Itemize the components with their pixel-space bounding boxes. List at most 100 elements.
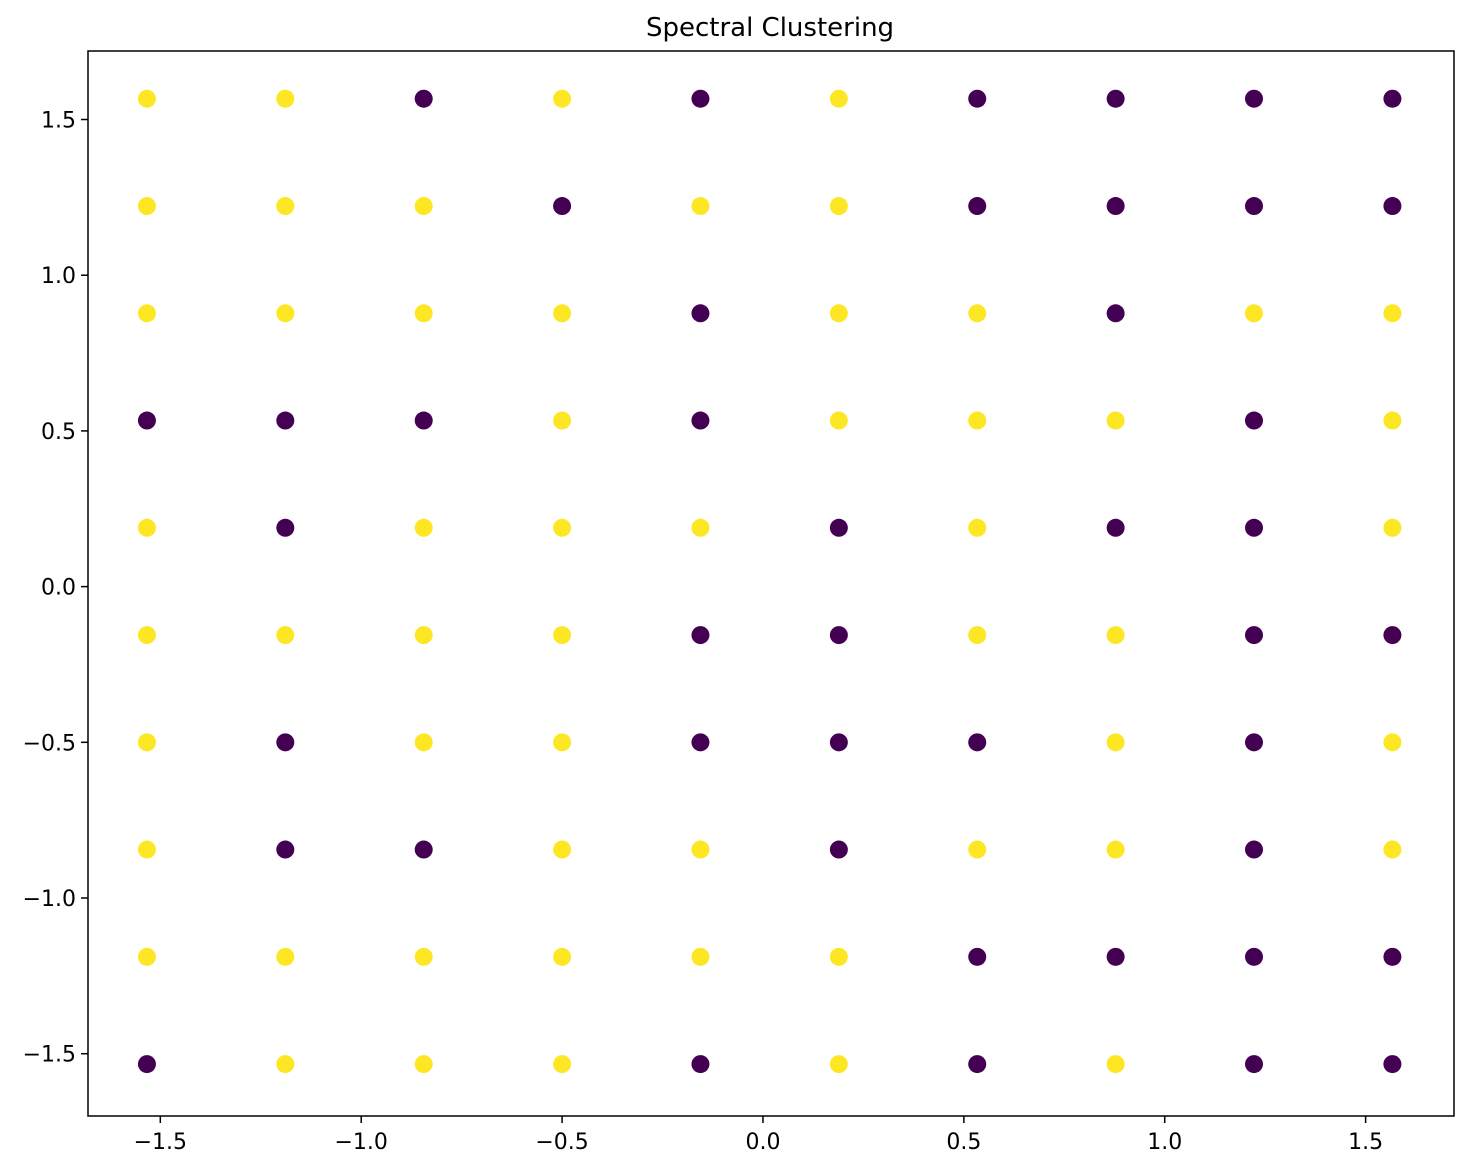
data-point xyxy=(829,518,848,537)
data-point xyxy=(276,1055,295,1074)
data-point xyxy=(553,840,572,859)
data-point xyxy=(137,89,156,108)
data-point xyxy=(1106,840,1125,859)
data-point xyxy=(1383,947,1402,966)
data-point xyxy=(1245,626,1263,645)
x-axis: −1.5 −1.0 −0.5 0.0 0.5 1.0 1.5 xyxy=(134,1116,1383,1155)
data-point xyxy=(276,840,295,859)
data-point xyxy=(691,840,710,859)
y-tick-label: −1.0 xyxy=(23,887,76,912)
y-tick-label: 1.5 xyxy=(41,109,76,134)
data-point xyxy=(1383,411,1402,430)
data-point xyxy=(829,1055,848,1074)
data-point xyxy=(276,197,295,216)
y-tick-label: 1.0 xyxy=(41,264,76,289)
x-tick-label: −0.5 xyxy=(535,1130,588,1155)
data-point xyxy=(414,411,433,430)
data-point xyxy=(137,947,156,966)
data-point xyxy=(137,411,156,430)
data-point xyxy=(553,947,572,966)
data-point xyxy=(414,840,433,859)
data-point xyxy=(276,411,295,430)
data-point xyxy=(553,518,572,537)
data-point xyxy=(137,733,156,752)
data-point xyxy=(137,840,156,859)
data-point xyxy=(691,1055,710,1074)
data-point xyxy=(414,197,433,216)
data-point xyxy=(414,1055,433,1074)
data-point xyxy=(137,197,156,216)
data-point xyxy=(276,89,295,108)
data-point xyxy=(829,840,848,859)
data-point xyxy=(553,197,572,216)
data-point xyxy=(829,733,848,752)
data-point xyxy=(968,1055,987,1074)
data-point xyxy=(1245,411,1263,430)
data-point xyxy=(968,733,987,752)
data-point xyxy=(1245,518,1263,537)
data-point xyxy=(1245,840,1263,859)
data-point xyxy=(968,947,987,966)
data-point xyxy=(968,89,987,108)
data-point xyxy=(553,89,572,108)
x-tick-label: 0.5 xyxy=(946,1130,981,1155)
data-point xyxy=(1245,304,1263,323)
data-point xyxy=(1383,518,1402,537)
data-point xyxy=(1106,626,1125,645)
data-point xyxy=(414,947,433,966)
x-tick-label: 1.0 xyxy=(1147,1130,1182,1155)
data-point xyxy=(691,626,710,645)
data-point xyxy=(137,518,156,537)
y-tick-label: −1.5 xyxy=(23,1043,76,1068)
data-point xyxy=(968,411,987,430)
data-point xyxy=(137,1055,156,1074)
data-point xyxy=(553,304,572,323)
y-tick-label: 0.5 xyxy=(41,420,76,445)
data-point xyxy=(414,626,433,645)
data-point xyxy=(1383,304,1402,323)
data-point xyxy=(968,518,987,537)
data-point xyxy=(1106,304,1125,323)
data-point xyxy=(691,304,710,323)
data-point xyxy=(829,304,848,323)
data-point xyxy=(968,840,987,859)
data-point xyxy=(691,89,710,108)
y-axis: −1.5 −1.0 −0.5 0.0 0.5 1.0 1.5 xyxy=(23,109,88,1068)
data-point xyxy=(414,304,433,323)
data-point xyxy=(1383,626,1402,645)
data-point xyxy=(276,947,295,966)
data-point xyxy=(829,411,848,430)
data-point xyxy=(691,947,710,966)
data-point xyxy=(553,1055,572,1074)
data-point xyxy=(414,518,433,537)
x-tick-label: 0.0 xyxy=(745,1130,780,1155)
data-point xyxy=(1106,947,1125,966)
data-point xyxy=(1383,840,1402,859)
data-point xyxy=(553,733,572,752)
data-point xyxy=(1245,1055,1263,1074)
data-point xyxy=(276,304,295,323)
x-tick-label: −1.0 xyxy=(334,1130,387,1155)
data-point xyxy=(1383,197,1402,216)
data-point xyxy=(137,626,156,645)
x-tick-label: −1.5 xyxy=(134,1130,187,1155)
data-point xyxy=(1245,733,1263,752)
data-point xyxy=(691,411,710,430)
data-point xyxy=(1106,1055,1125,1074)
data-point xyxy=(1106,197,1125,216)
data-point xyxy=(1245,89,1263,108)
data-point xyxy=(1106,733,1125,752)
y-tick-label: 0.0 xyxy=(41,576,76,601)
data-point xyxy=(1383,89,1402,108)
data-point xyxy=(137,304,156,323)
data-point xyxy=(691,197,710,216)
data-point xyxy=(829,626,848,645)
data-point xyxy=(968,626,987,645)
data-point xyxy=(968,197,987,216)
data-point xyxy=(1106,411,1125,430)
y-tick-label: −0.5 xyxy=(23,731,76,756)
data-point xyxy=(276,518,295,537)
data-point xyxy=(691,733,710,752)
